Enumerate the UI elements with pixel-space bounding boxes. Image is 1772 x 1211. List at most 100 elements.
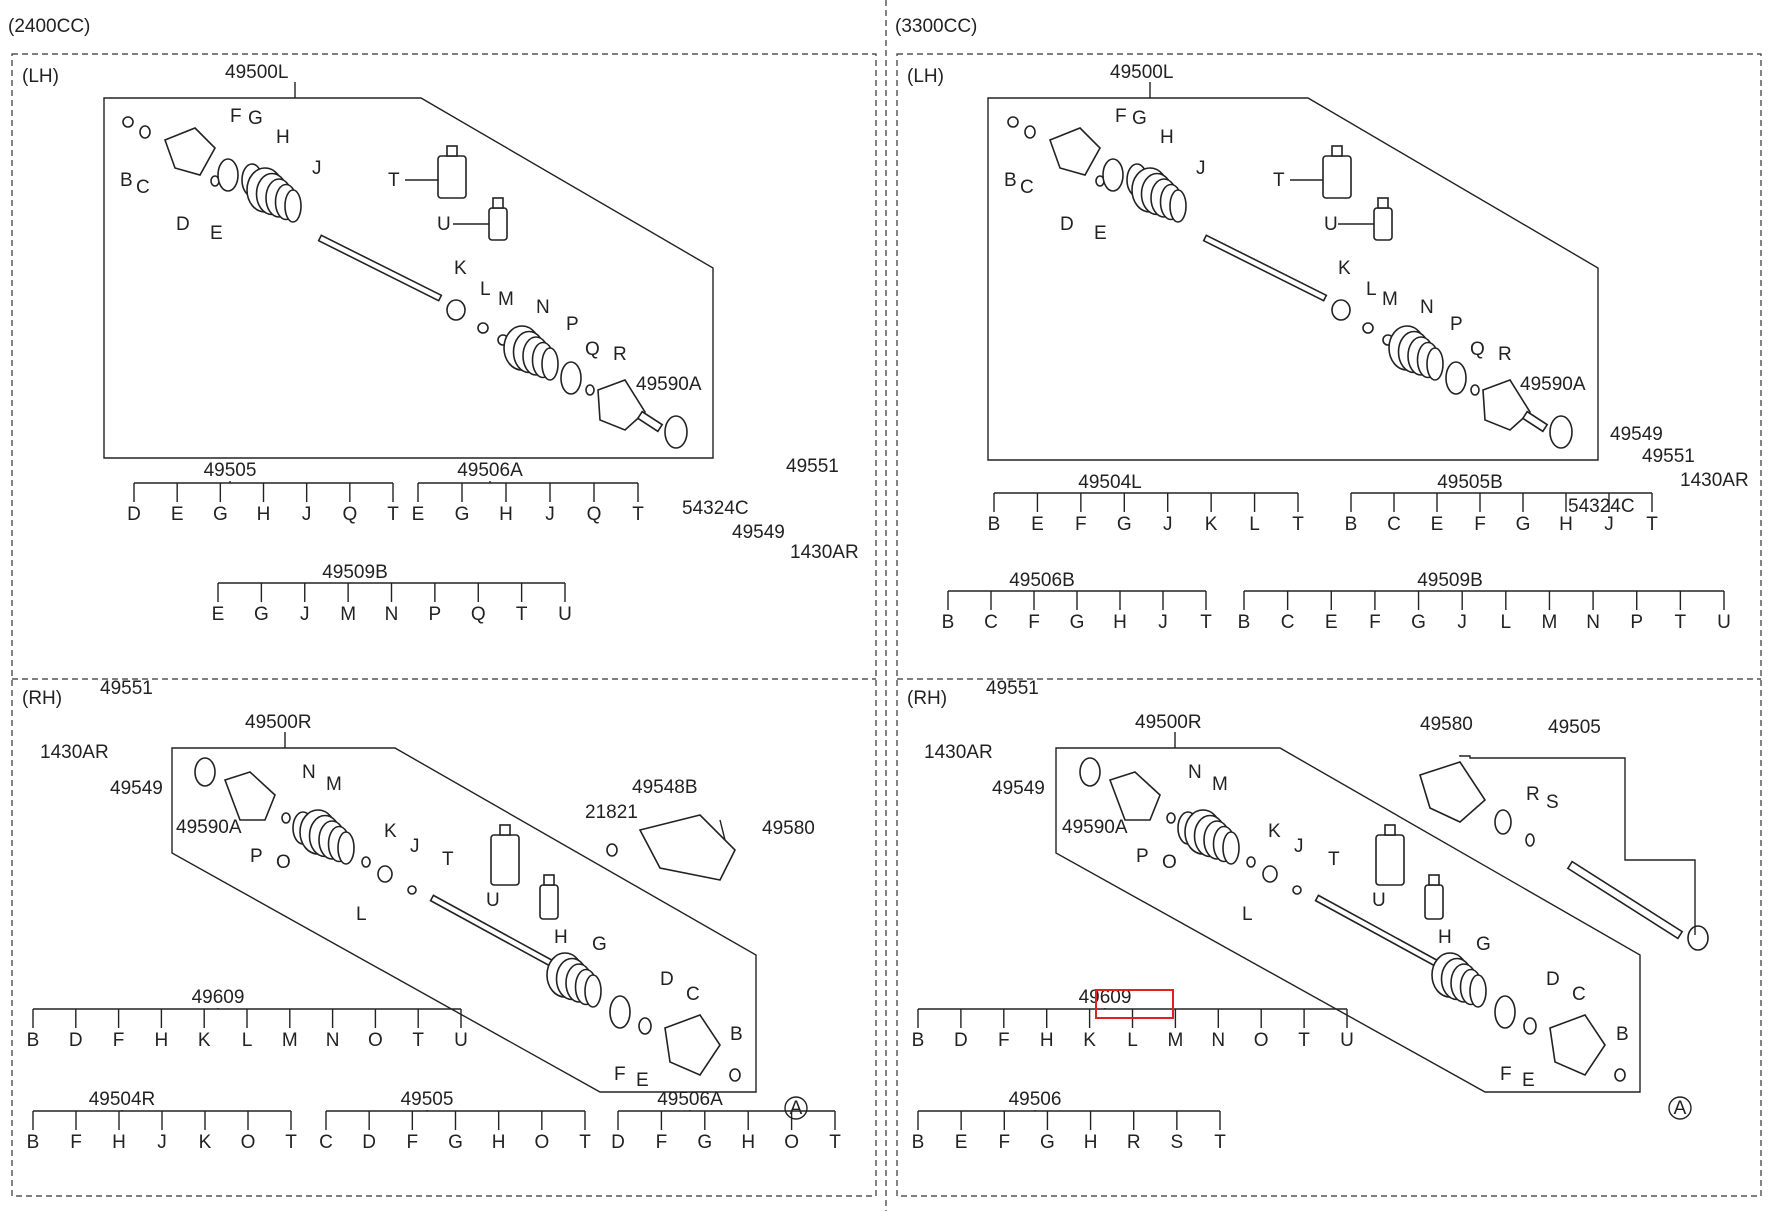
- kit-item-D: D: [362, 1132, 376, 1153]
- callout-49549: 49549: [1610, 424, 1663, 445]
- callout-B: B: [730, 1024, 743, 1045]
- callout-N: N: [1188, 762, 1202, 783]
- callout-O: O: [1162, 852, 1177, 873]
- part-shapes: [122, 116, 1709, 1082]
- kit-item-O: O: [368, 1030, 383, 1051]
- callout-D: D: [1060, 214, 1074, 235]
- callout-S: S: [1546, 792, 1559, 813]
- ring-shape: [407, 885, 417, 895]
- right-section-title: (3300CC): [895, 16, 977, 37]
- callout-B: B: [1004, 170, 1017, 191]
- kit-item-N: N: [1586, 612, 1600, 633]
- right-frame: [896, 53, 1762, 1197]
- q2-kit-49504L: 49504L B E F G J K L T: [988, 472, 1305, 535]
- ring-shape: [609, 995, 631, 1029]
- grease-bottle-t: [490, 834, 520, 886]
- kit-item-G: G: [697, 1132, 712, 1153]
- circlip-shape: [1614, 1068, 1626, 1082]
- kit-item-G: G: [1040, 1132, 1055, 1153]
- callout-U: U: [1372, 890, 1386, 911]
- grease-bottle-u-cap: [1428, 874, 1440, 886]
- callout-49551: 49551: [100, 678, 153, 699]
- callout-54324C: 54324C: [682, 498, 749, 519]
- kit-item-H: H: [112, 1132, 126, 1153]
- callout-F: F: [230, 106, 242, 127]
- kit-item-D: D: [954, 1030, 968, 1051]
- kit-item-O: O: [534, 1132, 549, 1153]
- washer-shape: [1470, 384, 1480, 396]
- q3-kit-49609: 49609 B D F H K L M N O T U: [27, 987, 468, 1051]
- q4-kit-49609: 49609 B D F H K L M N O T U: [912, 987, 1354, 1051]
- q3-assembly-outline: [171, 747, 757, 1093]
- grease-bottle-t: [1375, 834, 1405, 886]
- ring-shape: [1445, 361, 1467, 395]
- kit-item-H: H: [1084, 1132, 1098, 1153]
- callout-Q: Q: [1470, 339, 1485, 360]
- callout-C: C: [1572, 984, 1586, 1005]
- callout-Q: Q: [585, 339, 600, 360]
- callout-H: H: [276, 127, 290, 148]
- kit-item-Q: Q: [342, 504, 357, 525]
- kit-item-C: C: [1281, 612, 1295, 633]
- boot-shape: [1431, 952, 1487, 1008]
- kit-item-J: J: [1158, 612, 1168, 633]
- kit-item-H: H: [1559, 514, 1573, 535]
- callout-U: U: [486, 890, 500, 911]
- kit-label: 49609: [192, 987, 245, 1008]
- oring-shape: [1024, 125, 1036, 139]
- grease-bottle-u-cap: [492, 197, 504, 209]
- callout-R: R: [1526, 784, 1540, 805]
- callout-T: T: [1328, 849, 1340, 870]
- kit-item-B: B: [912, 1132, 925, 1153]
- callout-49580: 49580: [1420, 714, 1473, 735]
- callout-A: A: [790, 1098, 803, 1119]
- callout-E: E: [1094, 223, 1107, 244]
- callout-B: B: [1616, 1024, 1629, 1045]
- q2-assembly-outline: [987, 97, 1599, 461]
- kit-item-L: L: [1501, 612, 1512, 633]
- callout-P: P: [566, 314, 579, 335]
- kit-item-P: P: [429, 604, 442, 625]
- callout-D: D: [1546, 969, 1560, 990]
- callout-49590A: 49590A: [1062, 817, 1128, 838]
- callout-L: L: [1242, 904, 1253, 925]
- kit-item-D: D: [611, 1132, 625, 1153]
- callout-F: F: [614, 1064, 626, 1085]
- grease-bottle-u: [1424, 884, 1444, 920]
- kit-item-P: P: [1630, 612, 1643, 633]
- callout-49590A: 49590A: [176, 817, 242, 838]
- callout-49505: 49505: [1548, 717, 1601, 738]
- callout-H: H: [1160, 127, 1174, 148]
- callout-L: L: [1366, 279, 1377, 300]
- kit-item-T: T: [579, 1132, 591, 1153]
- callout-P: P: [250, 846, 263, 867]
- circlip-shape: [122, 116, 134, 128]
- q3-kit-49505: 49505 C D F G H O T: [319, 1089, 591, 1153]
- shaft-shape: [1202, 234, 1328, 302]
- kit-item-E: E: [171, 504, 184, 525]
- shaft-shape: [317, 234, 443, 302]
- q1-kit-49509B: 49509B E G J M N P Q T U: [212, 562, 572, 625]
- kit-item-H: H: [741, 1132, 755, 1153]
- boot-shape: [1184, 809, 1240, 865]
- kit-bracket-lines: [1459, 755, 1696, 935]
- grease-bottle-t: [437, 155, 467, 199]
- ring-shape: [361, 856, 371, 868]
- kit-item-J: J: [302, 504, 312, 525]
- callout-C: C: [136, 177, 150, 198]
- callout-D: D: [176, 214, 190, 235]
- callout-49590A: 49590A: [1520, 374, 1586, 395]
- grease-bottle-u-cap: [1377, 197, 1389, 209]
- shaft-shape: [1521, 410, 1549, 433]
- kit-item-F: F: [407, 1132, 419, 1153]
- kit-item-F: F: [998, 1132, 1010, 1153]
- kit-item-R: R: [1127, 1132, 1141, 1153]
- callout-M: M: [498, 289, 514, 310]
- callout-54324C: 54324C: [1568, 496, 1635, 517]
- kit-item-G: G: [213, 504, 228, 525]
- kit-label: 49504R: [89, 1089, 156, 1110]
- outer-joint-shape: [1482, 379, 1532, 431]
- callout-G: G: [1476, 934, 1491, 955]
